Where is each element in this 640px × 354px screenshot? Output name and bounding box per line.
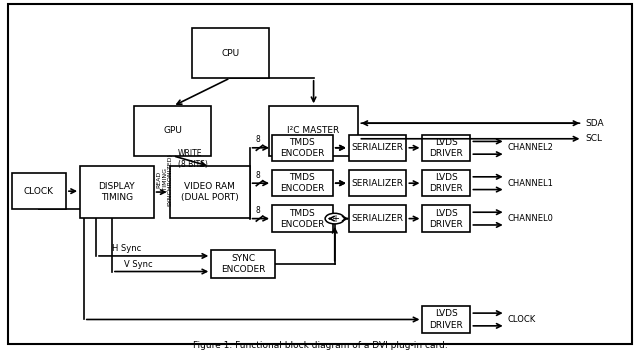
Text: I²C MASTER: I²C MASTER (287, 126, 340, 136)
Bar (134, 106, 211, 156)
Bar (349, 205, 406, 232)
Text: SERIALIZER: SERIALIZER (351, 179, 404, 188)
Bar (272, 205, 333, 232)
Bar (349, 135, 406, 161)
Bar (192, 28, 269, 78)
Text: CLOCK: CLOCK (508, 315, 536, 324)
Text: TMDS
ENCODER: TMDS ENCODER (280, 209, 324, 229)
Text: SERIALIZER: SERIALIZER (351, 143, 404, 152)
Bar (170, 166, 250, 218)
Text: SERIALIZER: SERIALIZER (351, 214, 404, 223)
Text: CHANNEL1: CHANNEL1 (508, 179, 554, 188)
Text: CHANNEL0: CHANNEL0 (508, 214, 554, 223)
Text: LVDS
DRIVER: LVDS DRIVER (429, 173, 463, 193)
Text: CHANNEL2: CHANNEL2 (508, 143, 554, 152)
Text: LVDS
DRIVER: LVDS DRIVER (429, 138, 463, 158)
Text: CPU: CPU (221, 48, 239, 58)
Text: 8: 8 (255, 206, 260, 215)
Circle shape (325, 213, 344, 224)
Text: H Sync: H Sync (112, 244, 141, 253)
Bar (211, 250, 275, 278)
Text: SCL: SCL (586, 134, 603, 143)
Bar (269, 106, 358, 156)
Bar (80, 166, 154, 218)
Text: (8 BITS): (8 BITS) (178, 160, 208, 169)
Text: WRITE: WRITE (178, 149, 202, 159)
Bar (422, 135, 470, 161)
Text: LVDS
DRIVER: LVDS DRIVER (429, 209, 463, 229)
Bar (272, 135, 333, 161)
Text: CLOCK: CLOCK (24, 187, 54, 196)
Text: GPU: GPU (163, 126, 182, 136)
Text: 8: 8 (255, 135, 260, 144)
Text: VIDEO RAM
(DUAL PORT): VIDEO RAM (DUAL PORT) (180, 182, 239, 202)
Text: 8: 8 (255, 171, 260, 180)
Bar (422, 205, 470, 232)
Text: SDA: SDA (586, 119, 604, 128)
Bar (12, 173, 66, 209)
Text: TMDS
ENCODER: TMDS ENCODER (280, 173, 324, 193)
Text: DISPLAY
TIMING: DISPLAY TIMING (99, 182, 135, 202)
Bar (349, 170, 406, 196)
Text: TMDS
ENCODER: TMDS ENCODER (280, 138, 324, 158)
Text: SYNC
ENCODER: SYNC ENCODER (221, 254, 266, 274)
Text: LVDS
DRIVER: LVDS DRIVER (429, 309, 463, 330)
Bar (422, 306, 470, 333)
Bar (272, 170, 333, 196)
Bar (422, 170, 470, 196)
Text: Figure 1. Functional block diagram of a DVI plug-in card.: Figure 1. Functional block diagram of a … (193, 342, 447, 350)
Text: +: + (331, 213, 339, 224)
Text: READ
(TIMING
SYNCHRONIZED): READ (TIMING SYNCHRONIZED) (157, 153, 173, 206)
Text: V Sync: V Sync (124, 260, 152, 269)
